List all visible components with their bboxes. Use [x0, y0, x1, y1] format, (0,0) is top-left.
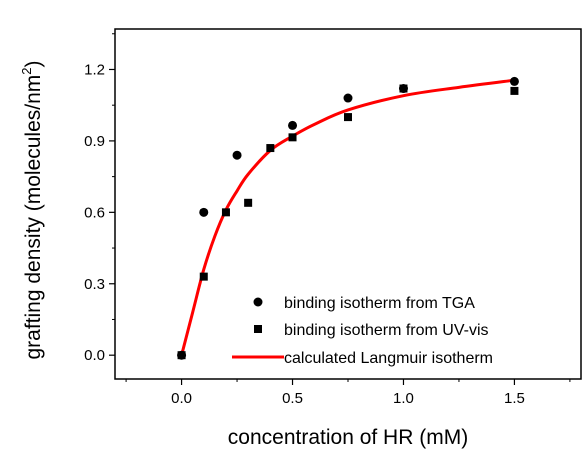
uvvis-point [288, 133, 297, 142]
y-tick-label: 0.0 [84, 347, 105, 364]
langmuir-fit-curve [180, 78, 515, 356]
tga-point [232, 150, 242, 160]
uvvis-point [244, 198, 253, 207]
uvvis-point [199, 272, 208, 281]
legend-label: binding isotherm from UV-vis [284, 322, 489, 339]
data-points [177, 76, 519, 360]
uvvis-point [510, 86, 519, 95]
x-tick-label: 0.5 [282, 390, 303, 407]
x-tick-label: 0.0 [171, 390, 192, 407]
legend-square-marker [254, 325, 262, 333]
y-axis-label: grafting density (molecules/nm2) [19, 60, 45, 359]
y-axis-label-superscript: 2 [19, 67, 34, 74]
uvvis-point [344, 113, 352, 122]
y-axis-label-main: grafting density (molecules/nm [22, 75, 45, 360]
y-axis-label-close: ) [22, 60, 45, 67]
ticks: 0.0 0.5 1.0 1.5 0.0 0.3 0.6 0.9 1.2 [84, 33, 571, 407]
y-tick-label: 1.2 [84, 61, 105, 78]
tga-point [343, 93, 353, 103]
tga-point [288, 120, 298, 130]
legend-circle-marker [253, 297, 263, 307]
fit-curve-layer [180, 78, 515, 356]
tga-point [199, 207, 209, 217]
y-tick-label: 0.9 [84, 133, 105, 150]
uvvis-point [266, 144, 275, 153]
uvvis-point [221, 208, 230, 217]
y-tick-label: 0.6 [84, 204, 105, 221]
tga-point [509, 76, 519, 86]
uvvis-point [399, 84, 408, 93]
y-tick-label: 0.3 [84, 276, 105, 293]
x-tick-label: 1.0 [393, 390, 414, 407]
legend: binding isotherm from TGA binding isother… [232, 295, 493, 367]
legend-label: calculated Langmuir isotherm [284, 350, 493, 367]
x-tick-label: 1.5 [504, 390, 525, 407]
x-axis-label: concentration of HR (mM) [228, 426, 468, 449]
uvvis-point [177, 351, 186, 360]
legend-label: binding isotherm from TGA [284, 295, 475, 312]
